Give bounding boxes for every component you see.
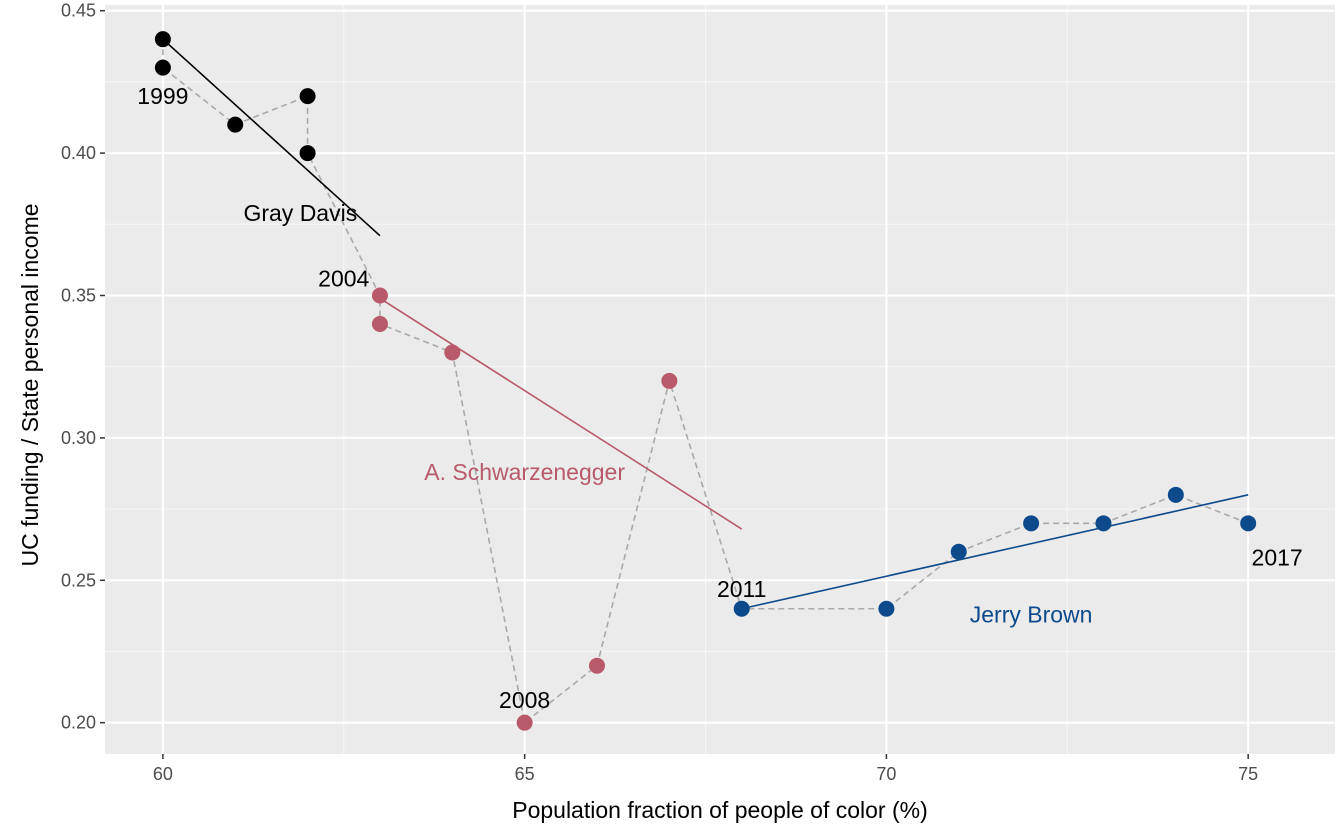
y-axis: 0.20 0.25 0.30 0.35 0.40 0.45	[61, 1, 105, 733]
year-label: 2011	[717, 576, 766, 602]
data-point	[661, 372, 678, 389]
data-point	[589, 657, 605, 674]
x-tick-label: 60	[153, 764, 173, 784]
year-label: 1999	[137, 83, 188, 109]
data-point	[1023, 515, 1040, 532]
data-point	[299, 145, 316, 162]
year-label: 2008	[499, 687, 550, 713]
x-tick-label: 75	[1238, 764, 1258, 784]
governor-label: Gray Davis	[243, 200, 357, 226]
connector-path	[162, 39, 1249, 725]
trend-line	[162, 38, 381, 237]
trend-lines	[162, 38, 1249, 610]
data-point	[1095, 515, 1112, 532]
plot-panel	[105, 5, 1335, 754]
data-point	[154, 31, 171, 48]
y-axis-title: UC funding / State personal income	[17, 203, 43, 566]
grid-major	[105, 5, 1335, 754]
y-tick-label: 0.20	[61, 713, 96, 733]
x-tick-label: 65	[515, 764, 535, 784]
connector-line	[162, 39, 1249, 725]
data-point	[371, 315, 388, 332]
data-point	[950, 543, 967, 560]
governor-label: A. Schwarzenegger	[424, 459, 625, 485]
trend-line	[741, 494, 1249, 610]
data-point	[733, 600, 750, 617]
governor-label: Jerry Brown	[970, 601, 1093, 627]
data-points	[154, 31, 1257, 731]
grid-minor	[105, 5, 1335, 754]
data-point	[878, 600, 895, 617]
year-label: 2017	[1252, 544, 1303, 570]
data-point	[516, 714, 533, 731]
data-point	[444, 344, 461, 361]
y-tick-label: 0.30	[61, 428, 96, 448]
data-point	[371, 287, 388, 304]
x-tick-label: 70	[876, 764, 896, 784]
trend-line	[379, 297, 743, 530]
x-axis-title: Population fraction of people of color (…	[512, 797, 928, 823]
data-point	[1167, 486, 1184, 503]
year-label: 2004	[318, 265, 369, 291]
x-axis: 60 65 70 75	[153, 754, 1258, 784]
data-point	[1240, 515, 1257, 532]
y-tick-label: 0.35	[61, 285, 96, 305]
governor-labels: Gray Davis A. Schwarzenegger Jerry Brown	[243, 200, 1092, 628]
data-point	[299, 88, 316, 105]
year-annotations: 1999 2004 2008 2011 2017	[137, 83, 1302, 713]
data-point	[227, 116, 244, 133]
y-tick-label: 0.45	[61, 1, 96, 21]
data-point	[154, 59, 171, 76]
y-tick-label: 0.25	[61, 570, 96, 590]
y-tick-label: 0.40	[61, 143, 96, 163]
